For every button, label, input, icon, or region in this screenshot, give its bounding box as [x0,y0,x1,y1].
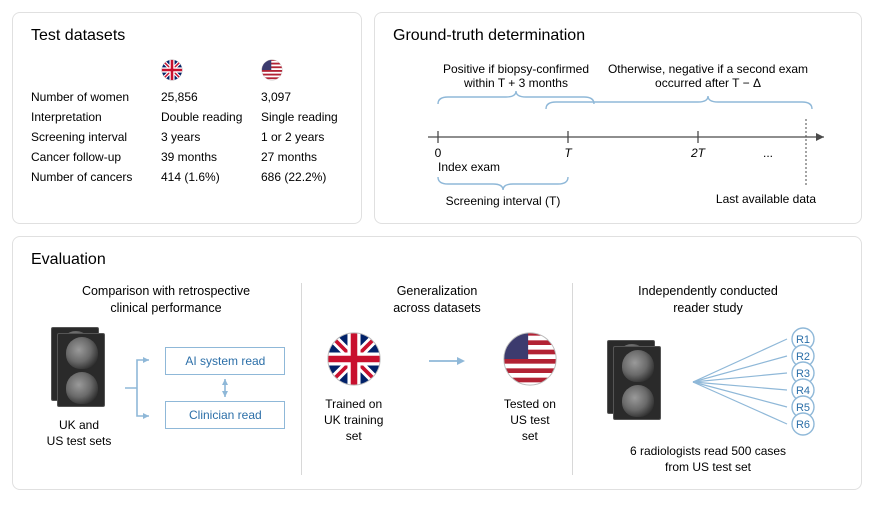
row-us: 27 months [261,150,351,164]
datasets-table: Number of women 25,856 3,097 Interpretat… [31,59,343,184]
row-label: Interpretation [31,110,161,124]
row-us: Single reading [261,110,351,124]
label-index-exam: Index exam [438,160,500,174]
tick-2T: 2T [690,146,707,160]
eval-subtitle: Independently conductedreader study [587,283,829,317]
reader-fan-icon: R1 R2 R3 R4 R5 R6 [689,327,829,437]
eval-col-reader-study: Independently conductedreader study R1 R2… [572,283,843,475]
arrow-right-icon [427,351,465,371]
row-label: Cancer follow-up [31,150,161,164]
row-uk: 25,856 [161,90,261,104]
row-us: 1 or 2 years [261,130,351,144]
row-us: 3,097 [261,90,351,104]
ground-truth-diagram: Positive if biopsy-confirmed within T + … [393,59,843,209]
panel-title: Evaluation [31,251,843,269]
eval-subtitle: Comparison with retrospectiveclinical pe… [45,283,287,317]
reader-label: R2 [796,351,810,363]
flag-us [261,59,351,84]
row-uk: 3 years [161,130,261,144]
panel-title: Test datasets [31,27,343,45]
row-uk: 39 months [161,150,261,164]
reader-label: R6 [796,419,810,431]
label-negative-l1: Otherwise, negative if a second exam [608,62,808,76]
label-last-data: Last available data [716,192,816,206]
row-label: Number of cancers [31,170,161,184]
split-arrow-icon [121,338,155,438]
row-uk: 414 (1.6%) [161,170,261,184]
flag-uk [161,59,261,84]
flag-uk-large [326,331,382,387]
mammogram-icon [51,327,107,411]
tick-dots: ... [763,146,773,160]
label-positive-l1: Positive if biopsy-confirmed [443,62,589,76]
tick-0: 0 [435,146,442,160]
reader-label: R4 [796,385,810,397]
box-ai-read: AI system read [165,347,285,375]
panel-title: Ground-truth determination [393,27,843,45]
caption-uk-us: UK andUS test sets [47,417,112,449]
eval-col-generalization: Generalizationacross datasets Trained on… [301,283,572,475]
row-label: Screening interval [31,130,161,144]
row-uk: Double reading [161,110,261,124]
eval-col-comparison: Comparison with retrospectiveclinical pe… [31,283,301,475]
tick-T: T [564,146,573,160]
reader-label: R5 [796,402,810,414]
bidir-arrow-icon [165,379,285,397]
row-us: 686 (22.2%) [261,170,351,184]
label-screening-interval: Screening interval (T) [446,194,561,208]
reader-label: R3 [796,368,810,380]
mammogram-icon [607,340,663,424]
label-negative-l2: occurred after T − Δ [655,76,761,90]
flag-us-large [502,331,558,387]
box-clinician-read: Clinician read [165,401,285,429]
caption-trained: Trained onUK training set [316,396,391,445]
panel-test-datasets: Test datasets Number of women 25,856 3,0… [12,12,362,224]
row-label: Number of women [31,90,161,104]
caption-tested: Tested onUS test set [502,396,558,445]
caption-readers: 6 radiologists read 500 casesfrom US tes… [587,443,829,475]
label-positive-l2: within T + 3 months [463,76,568,90]
eval-subtitle: Generalizationacross datasets [316,283,558,317]
panel-ground-truth: Ground-truth determination Positive if b… [374,12,862,224]
panel-evaluation: Evaluation Comparison with retrospective… [12,236,862,490]
reader-label: R1 [796,334,810,346]
